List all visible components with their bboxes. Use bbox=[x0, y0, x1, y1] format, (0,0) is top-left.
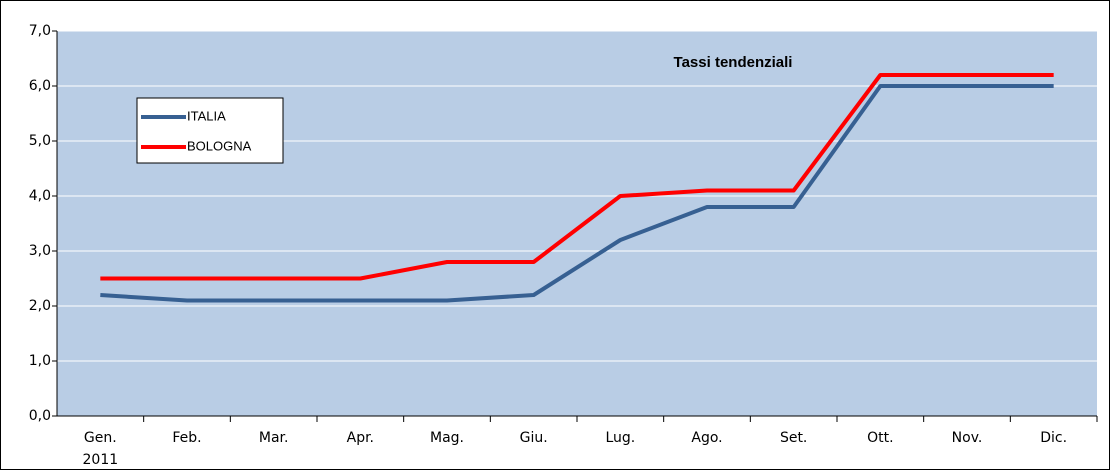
x-tick-label: Mag. bbox=[430, 430, 464, 446]
x-tick-label: Gen. bbox=[84, 430, 117, 446]
y-tick-label: 4,0 bbox=[29, 188, 51, 204]
y-tick-label: 2,0 bbox=[29, 298, 51, 314]
x-tick-label: Giu. bbox=[520, 430, 548, 446]
y-tick-label: 1,0 bbox=[29, 353, 51, 369]
y-tick-label: 5,0 bbox=[29, 133, 51, 149]
x-tick-sublabel: 2011 bbox=[83, 452, 119, 468]
y-tick-label: 0,0 bbox=[29, 408, 51, 424]
legend-label: BOLOGNA bbox=[187, 138, 252, 153]
series-line bbox=[100, 84, 1054, 303]
x-tick-label: Ago. bbox=[691, 430, 722, 446]
plot-area bbox=[57, 31, 1097, 416]
x-tick-label: Apr. bbox=[347, 430, 374, 446]
x-tick-label: Set. bbox=[780, 430, 807, 446]
x-tick-label: Ott. bbox=[867, 430, 893, 446]
y-tick-label: 7,0 bbox=[29, 23, 51, 39]
x-tick-label: Feb. bbox=[172, 430, 201, 446]
series-line bbox=[100, 73, 1054, 281]
y-tick-label: 6,0 bbox=[29, 78, 51, 94]
chart-title: Tassi tendenziali bbox=[674, 54, 793, 71]
legend-label: ITALIA bbox=[187, 108, 226, 123]
x-tick-label: Lug. bbox=[605, 430, 635, 446]
legend bbox=[136, 97, 284, 164]
x-tick-label: Mar. bbox=[259, 430, 289, 446]
x-tick-label: Dic. bbox=[1040, 430, 1067, 446]
y-tick-label: 3,0 bbox=[29, 243, 51, 259]
x-tick-label: Nov. bbox=[952, 430, 983, 446]
